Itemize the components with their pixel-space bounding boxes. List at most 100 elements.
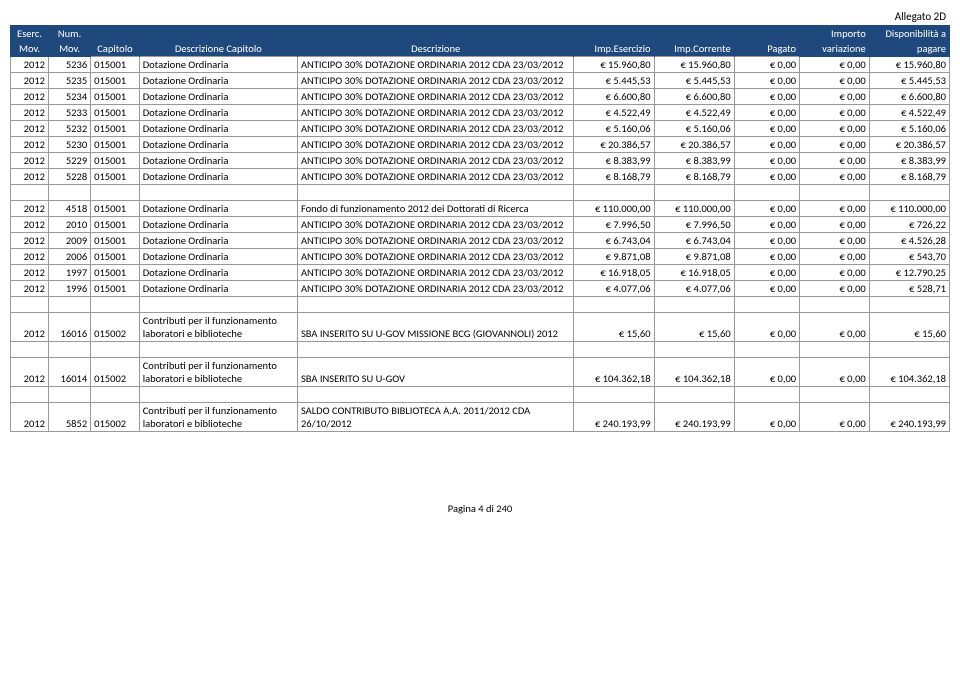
cell: 015002 xyxy=(91,358,140,387)
table-body: 20125236015001Dotazione OrdinariaANTICIP… xyxy=(11,57,950,432)
cell: 015001 xyxy=(91,105,140,121)
cell: Contributi per il funzionamento laborato… xyxy=(139,313,297,342)
cell: € 16.918,05 xyxy=(654,265,734,281)
cell: € 4.077,06 xyxy=(574,281,654,297)
cell: 5852 xyxy=(48,403,90,432)
cell: € 0,00 xyxy=(800,403,870,432)
cell: 015001 xyxy=(91,233,140,249)
cell: ANTICIPO 30% DOTAZIONE ORDINARIA 2012 CD… xyxy=(297,89,573,105)
th-importo-top: Importo xyxy=(800,26,870,42)
cell: € 6.600,80 xyxy=(574,89,654,105)
table-row: 20122009015001Dotazione OrdinariaANTICIP… xyxy=(11,233,950,249)
cell: Dotazione Ordinaria xyxy=(139,57,297,73)
cell: € 15,60 xyxy=(574,313,654,342)
cell: € 15.960,80 xyxy=(574,57,654,73)
cell: 2012 xyxy=(11,249,49,265)
cell: 2012 xyxy=(11,73,49,89)
cell: € 15,60 xyxy=(654,313,734,342)
cell: 015001 xyxy=(91,121,140,137)
cell: € 0,00 xyxy=(734,105,799,121)
cell: € 0,00 xyxy=(800,121,870,137)
cell: ANTICIPO 30% DOTAZIONE ORDINARIA 2012 CD… xyxy=(297,73,573,89)
cell: SBA INSERITO SU U-GOV xyxy=(297,358,573,387)
cell: € 5.160,06 xyxy=(869,121,949,137)
cell: € 0,00 xyxy=(800,249,870,265)
cell: € 8.168,79 xyxy=(574,169,654,185)
cell: 015001 xyxy=(91,201,140,217)
cell: € 12.790,25 xyxy=(869,265,949,281)
cell: € 0,00 xyxy=(734,137,799,153)
cell: € 6.743,04 xyxy=(654,233,734,249)
cell: € 104.362,18 xyxy=(574,358,654,387)
cell: ANTICIPO 30% DOTAZIONE ORDINARIA 2012 CD… xyxy=(297,265,573,281)
table-row: 20125230015001Dotazione OrdinariaANTICIP… xyxy=(11,137,950,153)
th-importo-bot: variazione xyxy=(800,41,870,57)
cell: € 6.600,80 xyxy=(869,89,949,105)
cell: 015001 xyxy=(91,249,140,265)
cell: 015001 xyxy=(91,169,140,185)
table-row: 20121997015001Dotazione OrdinariaANTICIP… xyxy=(11,265,950,281)
cell: € 0,00 xyxy=(734,153,799,169)
cell: € 20.386,57 xyxy=(574,137,654,153)
cell: € 528,71 xyxy=(869,281,949,297)
cell: 2012 xyxy=(11,89,49,105)
cell: 2012 xyxy=(11,313,49,342)
cell: ANTICIPO 30% DOTAZIONE ORDINARIA 2012 CD… xyxy=(297,169,573,185)
cell: € 0,00 xyxy=(734,73,799,89)
cell: € 15.960,80 xyxy=(654,57,734,73)
table-row: 20122006015001Dotazione OrdinariaANTICIP… xyxy=(11,249,950,265)
cell: 2012 xyxy=(11,403,49,432)
cell: € 0,00 xyxy=(734,57,799,73)
cell: € 0,00 xyxy=(800,233,870,249)
cell: € 543,70 xyxy=(869,249,949,265)
cell: € 0,00 xyxy=(800,217,870,233)
cell: ANTICIPO 30% DOTAZIONE ORDINARIA 2012 CD… xyxy=(297,233,573,249)
cell: € 16.918,05 xyxy=(574,265,654,281)
cell: Dotazione Ordinaria xyxy=(139,89,297,105)
cell: € 5.445,53 xyxy=(574,73,654,89)
cell: Dotazione Ordinaria xyxy=(139,265,297,281)
cell: € 110.000,00 xyxy=(574,201,654,217)
cell: € 726,22 xyxy=(869,217,949,233)
cell: 5236 xyxy=(48,57,90,73)
th-impE: Imp.Esercizio xyxy=(574,26,654,57)
cell: 015001 xyxy=(91,153,140,169)
th-disp-bot: pagare xyxy=(869,41,949,57)
cell: € 0,00 xyxy=(800,105,870,121)
cell: Dotazione Ordinaria xyxy=(139,281,297,297)
cell: € 5.160,06 xyxy=(574,121,654,137)
cell: € 15,60 xyxy=(869,313,949,342)
cell: € 0,00 xyxy=(734,358,799,387)
cell: € 9.871,08 xyxy=(654,249,734,265)
cell: 5232 xyxy=(48,121,90,137)
cell: € 4.522,49 xyxy=(654,105,734,121)
th-pag: Pagato xyxy=(734,26,799,57)
cell: 015001 xyxy=(91,89,140,105)
cell: 5230 xyxy=(48,137,90,153)
cell: € 104.362,18 xyxy=(869,358,949,387)
cell: € 5.445,53 xyxy=(869,73,949,89)
th-desc: Descrizione xyxy=(297,26,573,57)
cell: € 240.193,99 xyxy=(654,403,734,432)
cell: ANTICIPO 30% DOTAZIONE ORDINARIA 2012 CD… xyxy=(297,249,573,265)
cell: ANTICIPO 30% DOTAZIONE ORDINARIA 2012 CD… xyxy=(297,105,573,121)
cell: Dotazione Ordinaria xyxy=(139,121,297,137)
cell: 2012 xyxy=(11,201,49,217)
cell: € 0,00 xyxy=(800,313,870,342)
cell: Contributi per il funzionamento laborato… xyxy=(139,403,297,432)
cell: Dotazione Ordinaria xyxy=(139,105,297,121)
cell: € 20.386,57 xyxy=(869,137,949,153)
cell: € 0,00 xyxy=(800,169,870,185)
cell: € 8.383,99 xyxy=(574,153,654,169)
cell: 2012 xyxy=(11,121,49,137)
cell: 16014 xyxy=(48,358,90,387)
cell: € 0,00 xyxy=(800,281,870,297)
cell: Dotazione Ordinaria xyxy=(139,201,297,217)
table-row: 20124518015001Dotazione OrdinariaFondo d… xyxy=(11,201,950,217)
cell: 5229 xyxy=(48,153,90,169)
cell: € 20.386,57 xyxy=(654,137,734,153)
cell: € 6.600,80 xyxy=(654,89,734,105)
cell: ANTICIPO 30% DOTAZIONE ORDINARIA 2012 CD… xyxy=(297,217,573,233)
cell: Dotazione Ordinaria xyxy=(139,153,297,169)
cell: € 0,00 xyxy=(734,89,799,105)
